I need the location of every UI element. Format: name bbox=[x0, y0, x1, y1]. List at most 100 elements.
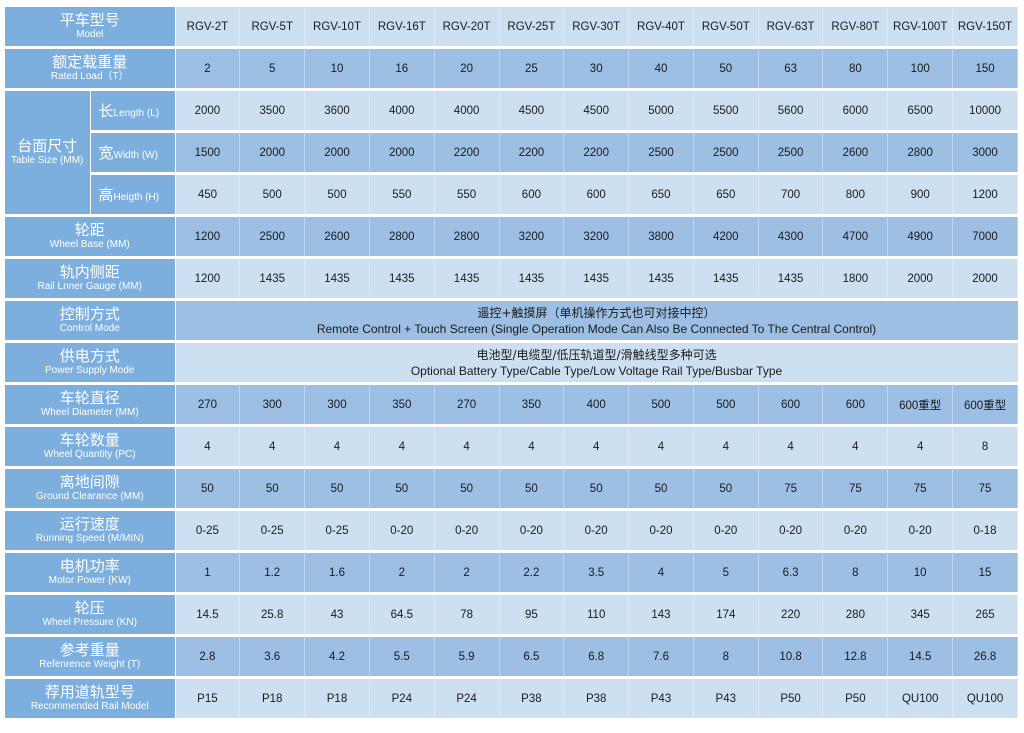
value-cell: 600 bbox=[499, 173, 565, 217]
value-cell: 2500 bbox=[693, 131, 759, 175]
label-zh: 台面尺寸 bbox=[17, 137, 78, 155]
value-cell: 50 bbox=[693, 467, 759, 511]
value-cell: P50 bbox=[822, 677, 889, 721]
value-cell: 50 bbox=[693, 47, 759, 91]
value-cell: 2000 bbox=[175, 89, 241, 133]
dimension-label: 宽Width (W) bbox=[90, 131, 176, 175]
value-cell: 0-20 bbox=[693, 509, 759, 553]
value-cell: 4 bbox=[628, 425, 694, 469]
value-cell: 1435 bbox=[304, 257, 370, 301]
value-cell: 95 bbox=[499, 593, 565, 637]
value-cell: 50 bbox=[563, 467, 630, 511]
label-zh: 平车型号 bbox=[59, 11, 120, 29]
value-cell: 550 bbox=[434, 173, 500, 217]
value-cell: 1.6 bbox=[304, 551, 370, 595]
label-zh: 离地间隙 bbox=[59, 473, 120, 491]
value-cell: 10 bbox=[304, 47, 370, 91]
value-cell: 1500 bbox=[175, 131, 241, 175]
value-cell: RGV-10T bbox=[304, 7, 370, 49]
value-cell: 265 bbox=[952, 593, 1018, 637]
value-cell: 0-20 bbox=[758, 509, 824, 553]
value-cell: RGV-16T bbox=[369, 7, 435, 49]
dimension-zh: 长 bbox=[98, 103, 114, 120]
value-cell: 6500 bbox=[887, 89, 954, 133]
control-mode-label: 控制方式 Control Mode bbox=[5, 299, 176, 343]
value-cell: 0-25 bbox=[175, 509, 241, 553]
value-cell: 280 bbox=[822, 593, 889, 637]
value-cell: 4900 bbox=[887, 215, 954, 259]
label-zh: 轮压 bbox=[74, 599, 105, 617]
value-cell: 1435 bbox=[434, 257, 500, 301]
value-cell: 2 bbox=[175, 47, 241, 91]
value-cell: 25 bbox=[499, 47, 565, 91]
row-motor-power: 电机功率 Motor Power (KW) 1 1.2 1.6 2 2 2.2 3.5 4 5 6.3… bbox=[5, 551, 1018, 595]
control-mode-value: 遥控+触摸屏（单机操作方式也可对接中控） Remote Control + Tou… bbox=[175, 299, 1018, 343]
value-cell: RGV-5T bbox=[239, 7, 306, 49]
table-size-label: 台面尺寸 Table Size (MM) bbox=[5, 89, 91, 217]
value-cell: P24 bbox=[369, 677, 435, 721]
value-cell: 14.5 bbox=[887, 635, 954, 679]
value-cell: 4300 bbox=[758, 215, 824, 259]
value-cell: 900 bbox=[887, 173, 954, 217]
value-cell: 5600 bbox=[758, 89, 824, 133]
value-cell: 600 bbox=[822, 383, 889, 427]
value-cell: 2000 bbox=[369, 131, 435, 175]
dimension-label: 高Heigth (H) bbox=[90, 173, 176, 217]
value-cell: RGV-2T bbox=[175, 7, 241, 49]
value-cell: RGV-40T bbox=[628, 7, 694, 49]
value-cell: P18 bbox=[304, 677, 370, 721]
row-wheel-quantity: 车轮数量 Wheel Quantity (PC) 4 4 4 4 4 4 4 4 4 4 4 4 8 bbox=[5, 425, 1018, 469]
value-cell: 78 bbox=[434, 593, 500, 637]
label-zh: 额定载重量 bbox=[52, 53, 128, 71]
value-cell: 100 bbox=[887, 47, 954, 91]
value-cell: 4700 bbox=[822, 215, 889, 259]
value-cell: 6.5 bbox=[499, 635, 565, 679]
value-cell: 75 bbox=[887, 467, 954, 511]
value-cell: 4 bbox=[175, 425, 241, 469]
value-cell: 1800 bbox=[822, 257, 889, 301]
value-cell: 4 bbox=[628, 551, 694, 595]
value-cell: RGV-100T bbox=[887, 7, 954, 49]
row-table-size-1: 宽Width (W) 1500 2000 2000 2000 2200 2200 2200 25… bbox=[5, 131, 1018, 175]
wheel-pressure-label: 轮压 Wheel Pressure (KN) bbox=[5, 593, 176, 637]
value-cell: 3.5 bbox=[563, 551, 630, 595]
label-zh: 电机功率 bbox=[59, 557, 120, 575]
label-zh: 供电方式 bbox=[59, 347, 120, 365]
label-en: Recommended Rail Model bbox=[30, 701, 149, 712]
label-zh: 荐用道轨型号 bbox=[44, 683, 135, 701]
row-wheel-base: 轮距 Wheel Base (MM) 1200 2500 2600 2800 2800 320… bbox=[5, 215, 1018, 259]
value-cell: 4 bbox=[434, 425, 500, 469]
value-cell: 500 bbox=[693, 383, 759, 427]
value-cell: 25.8 bbox=[239, 593, 306, 637]
value-cell: 8 bbox=[952, 425, 1018, 469]
row-table-size-0: 台面尺寸 Table Size (MM) 长Length (L) 2000 3500 36… bbox=[5, 89, 1018, 217]
value-cell: 150 bbox=[952, 47, 1018, 91]
value-cell: 345 bbox=[887, 593, 954, 637]
value-cell: 4 bbox=[758, 425, 824, 469]
value-cell: RGV-25T bbox=[499, 7, 565, 49]
value-cell: 2000 bbox=[952, 257, 1018, 301]
value-cell: 5 bbox=[693, 551, 759, 595]
value-cell: 2000 bbox=[239, 131, 306, 175]
value-cell: RGV-50T bbox=[693, 7, 759, 49]
value-cell: 4 bbox=[887, 425, 954, 469]
value-zh: 遥控+触摸屏（单机操作方式也可对接中控） bbox=[477, 305, 716, 320]
value-cell: 300 bbox=[239, 383, 306, 427]
value-cell: 600 bbox=[563, 173, 630, 217]
value-cell: 7.6 bbox=[628, 635, 694, 679]
label-en: Motor Power (KW) bbox=[48, 575, 131, 586]
value-cell: 0-20 bbox=[822, 509, 889, 553]
value-cell: 3500 bbox=[239, 89, 306, 133]
dimension-zh: 高 bbox=[98, 187, 114, 204]
value-zh: 电池型/电缆型/低压轨道型/滑触线型多种可选 bbox=[476, 347, 717, 362]
value-cell: 450 bbox=[175, 173, 241, 217]
value-cell: 270 bbox=[434, 383, 500, 427]
label-en: Rated Load（T） bbox=[50, 71, 129, 82]
value-cell: 0-20 bbox=[628, 509, 694, 553]
value-cell: P15 bbox=[175, 677, 241, 721]
value-cell: 2.2 bbox=[499, 551, 565, 595]
value-cell: 2500 bbox=[758, 131, 824, 175]
value-cell: 2500 bbox=[628, 131, 694, 175]
value-cell: RGV-63T bbox=[758, 7, 824, 49]
value-cell: 143 bbox=[628, 593, 694, 637]
